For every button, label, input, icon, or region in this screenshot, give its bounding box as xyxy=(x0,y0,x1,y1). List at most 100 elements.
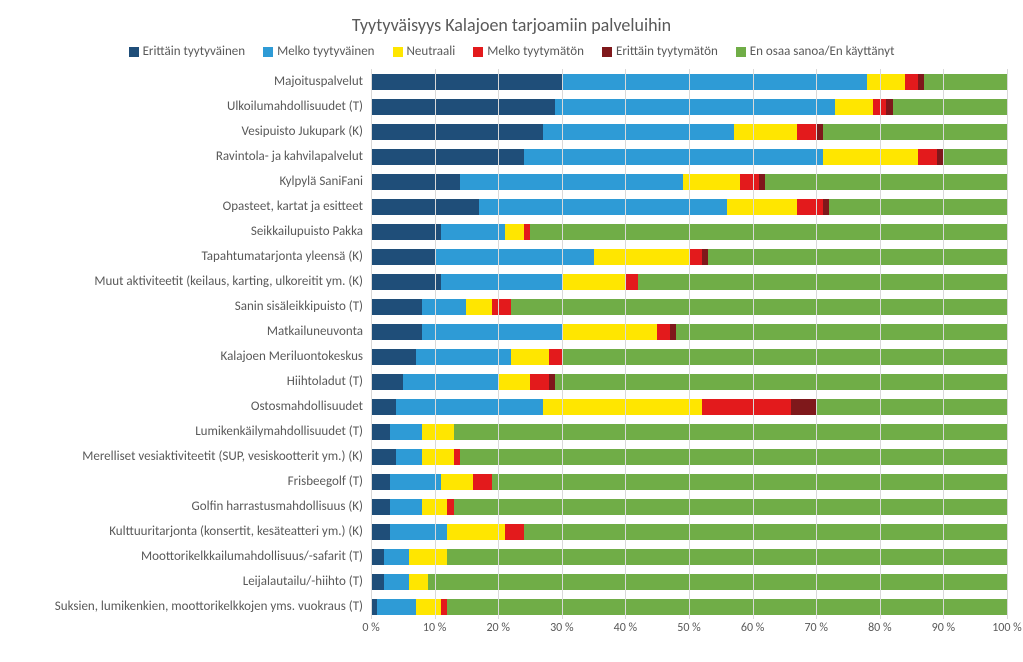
bar-row xyxy=(371,344,1007,369)
bar-segment xyxy=(943,149,1007,165)
category-label: Golfin harrastusmahdollisuus (K) xyxy=(16,494,363,519)
bar-row xyxy=(371,569,1007,594)
bar-segment xyxy=(422,449,454,465)
bar-segment xyxy=(823,124,1007,140)
bar-container xyxy=(371,69,1007,619)
legend-swatch xyxy=(129,47,139,57)
bar-track xyxy=(371,249,1007,265)
bar-segment xyxy=(460,449,1007,465)
category-label: Ulkoilumahdollisuudet (T) xyxy=(16,94,363,119)
bar-row xyxy=(371,544,1007,569)
bar-segment xyxy=(625,274,638,290)
bar-segment xyxy=(416,349,511,365)
bar-segment xyxy=(371,199,479,215)
bar-track xyxy=(371,224,1007,240)
x-axis: 0 %10 %20 %30 %40 %50 %60 %70 %80 %90 %1… xyxy=(371,619,1007,643)
x-tick-label: 10 % xyxy=(423,621,446,635)
bar-segment xyxy=(765,174,1007,190)
bar-segment xyxy=(740,174,759,190)
bar-segment xyxy=(371,574,384,590)
bar-track xyxy=(371,324,1007,340)
bar-track xyxy=(371,599,1007,615)
bar-segment xyxy=(905,74,918,90)
bar-segment xyxy=(441,224,505,240)
bar-segment xyxy=(543,124,734,140)
bar-segment xyxy=(893,99,1007,115)
bar-segment xyxy=(441,474,473,490)
legend-item: Erittäin tyytymätön xyxy=(602,44,718,59)
bar-row xyxy=(371,594,1007,619)
bar-segment xyxy=(371,474,390,490)
bar-track xyxy=(371,474,1007,490)
bar-segment xyxy=(549,349,562,365)
bar-segment xyxy=(638,274,1007,290)
bar-segment xyxy=(371,74,562,90)
category-label: Ostosmahdollisuudet xyxy=(16,394,363,419)
bar-segment xyxy=(422,424,454,440)
legend-swatch xyxy=(602,47,612,57)
chart-title: Tyytyväisyys Kalajoen tarjoamiin palvelu… xyxy=(16,14,1007,36)
bar-segment xyxy=(492,299,511,315)
bar-segment xyxy=(371,224,441,240)
x-tick-label: 70 % xyxy=(804,621,827,635)
category-label: Sanin sisäleikkipuisto (T) xyxy=(16,294,363,319)
bar-segment xyxy=(371,124,543,140)
legend-label: Erittäin tyytyväinen xyxy=(143,44,246,59)
category-label: Muut aktiviteetit (keilaus, karting, ulk… xyxy=(16,269,363,294)
bar-row xyxy=(371,94,1007,119)
bar-segment xyxy=(918,149,937,165)
bar-row xyxy=(371,419,1007,444)
bar-track xyxy=(371,449,1007,465)
bar-segment xyxy=(479,199,727,215)
bar-segment xyxy=(409,574,428,590)
bar-segment xyxy=(562,274,626,290)
bar-segment xyxy=(371,424,390,440)
bar-segment xyxy=(454,424,1007,440)
plot-area: MajoituspalvelutUlkoilumahdollisuudet (T… xyxy=(16,69,1007,619)
bar-segment xyxy=(511,299,1007,315)
bar-segment xyxy=(530,374,549,390)
bar-segment xyxy=(422,499,447,515)
x-tick-label: 90 % xyxy=(932,621,955,635)
gridline xyxy=(1007,69,1008,619)
bar-row xyxy=(371,494,1007,519)
bar-track xyxy=(371,124,1007,140)
bar-track xyxy=(371,174,1007,190)
legend-label: Melko tyytyväinen xyxy=(277,44,374,59)
bar-segment xyxy=(371,149,524,165)
bar-segment xyxy=(530,224,1007,240)
bar-segment xyxy=(409,549,447,565)
bar-row xyxy=(371,294,1007,319)
bar-segment xyxy=(676,324,1007,340)
x-tick-label: 20 % xyxy=(486,621,509,635)
bar-track xyxy=(371,399,1007,415)
bar-segment xyxy=(867,74,905,90)
bar-segment xyxy=(594,249,689,265)
bar-row xyxy=(371,269,1007,294)
bar-segment xyxy=(466,299,491,315)
bar-segment xyxy=(473,474,492,490)
category-label: Ravintola- ja kahvilapalvelut xyxy=(16,144,363,169)
bar-row xyxy=(371,519,1007,544)
bar-track xyxy=(371,374,1007,390)
legend-swatch xyxy=(736,47,746,57)
bar-row xyxy=(371,144,1007,169)
category-label: Kylpylä SaniFani xyxy=(16,169,363,194)
bar-track xyxy=(371,149,1007,165)
bar-segment xyxy=(371,399,396,415)
bar-segment xyxy=(543,399,702,415)
bar-segment xyxy=(441,274,562,290)
category-label: Opasteet, kartat ja esitteet xyxy=(16,194,363,219)
bar-segment xyxy=(422,299,467,315)
bar-segment xyxy=(422,324,562,340)
category-label: Kalajoen Meriluontokeskus xyxy=(16,344,363,369)
bar-segment xyxy=(447,524,504,540)
legend-swatch xyxy=(473,47,483,57)
y-axis-labels: MajoituspalvelutUlkoilumahdollisuudet (T… xyxy=(16,69,371,619)
x-tick-label: 50 % xyxy=(677,621,700,635)
legend-item: Neutraali xyxy=(393,44,456,59)
category-label: Tapahtumatarjonta yleensä (K) xyxy=(16,244,363,269)
x-tick-label: 0 % xyxy=(362,621,379,635)
bar-segment xyxy=(396,449,421,465)
legend-item: Melko tyytyväinen xyxy=(263,44,374,59)
